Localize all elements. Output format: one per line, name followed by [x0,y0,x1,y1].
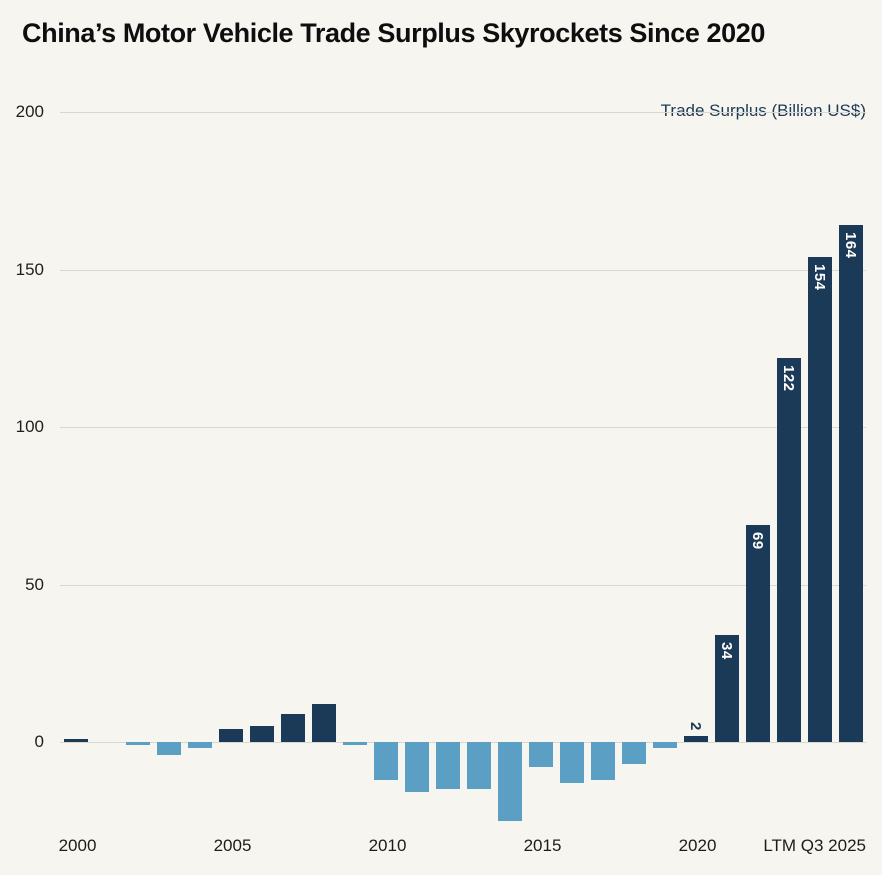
y-tick-label-100: 100 [15,417,44,436]
bar-2021: 34 [714,634,739,742]
bar-2010 [373,742,398,780]
bar-2000 [63,738,88,742]
bar-2012 [435,742,460,790]
bar-2019 [652,742,677,749]
bar-2002 [125,742,150,746]
bar-value-label-2023: 122 [780,364,797,392]
x-tick-label-2015: 2015 [523,836,562,855]
bar-2016 [559,742,584,783]
bar-value-label-2021: 34 [718,641,735,660]
bar-value-label-2020: 2 [687,721,704,731]
x-tick-label-LTM Q3 2025: LTM Q3 2025 [763,836,866,855]
y-tick-label-200: 200 [15,102,44,121]
bar-value-label-LTM Q3 2025: 164 [842,232,859,259]
x-tick-label-2020: 2020 [678,836,717,855]
bar-2009 [342,742,367,746]
bar-2015 [528,742,553,768]
gridline-200 [60,112,866,113]
chart-title: China’s Motor Vehicle Trade Surplus Skyr… [22,18,766,48]
bar-2020: 2 [683,722,708,742]
bar-LTM Q3 2025: 164 [838,225,863,742]
y-tick-label-150: 150 [15,259,44,279]
gridline-0 [60,742,866,743]
bar-2022: 69 [745,524,770,742]
bar-2011 [404,742,429,793]
x-tick-label-2005: 2005 [213,836,252,855]
bar-value-label-2024: 154 [811,263,828,291]
bar-2003 [156,742,181,755]
y-tick-label-50: 50 [25,574,44,594]
bar-2023: 122 [776,357,801,742]
bar-2008 [311,704,336,742]
bar-value-label-2022: 69 [749,531,766,550]
bar-2017 [590,742,615,780]
bar-2005 [218,729,243,742]
bar-2006 [249,726,274,742]
y-tick-label-0: 0 [34,732,44,751]
bar-2014 [497,742,522,821]
gridline-150 [60,269,866,271]
bar-2007 [280,713,305,742]
gridline-100 [60,427,866,428]
x-tick-label-2010: 2010 [368,836,407,855]
gridline-50 [60,584,866,586]
axis-unit-note: Trade Surplus (Billion US$) [660,101,866,120]
bar-2004 [187,742,212,749]
plot-area: 2 34 69 122 154 164 [60,112,866,830]
bar-2018 [621,742,646,765]
bar-2013 [466,742,491,790]
x-tick-label-2000: 2000 [58,836,97,855]
bar-2024: 154 [807,256,832,742]
